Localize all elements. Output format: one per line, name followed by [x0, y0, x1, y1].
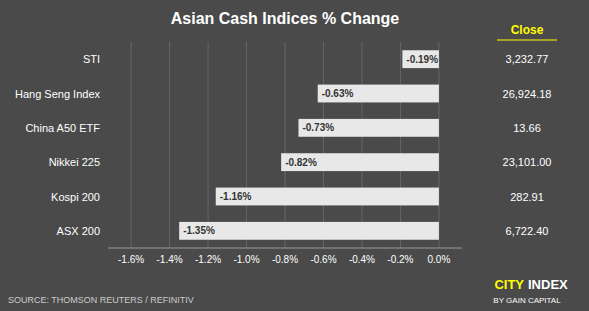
- logo-first: CITY: [494, 277, 524, 292]
- close-value: 26,924.18: [503, 88, 552, 100]
- chart: Asian Cash Indices % Change -1.6% -1.4% -1.…: [0, 0, 589, 311]
- close-underline: [497, 40, 557, 41]
- close-value: 6,722.40: [506, 225, 549, 237]
- bar: [298, 119, 438, 137]
- x-tick-label: -0.2%: [387, 254, 413, 265]
- y-tick-label: STI: [83, 53, 100, 65]
- x-tick-label: -0.8%: [272, 254, 298, 265]
- grid-line: [131, 42, 132, 248]
- data-label: -0.73%: [302, 122, 334, 133]
- x-tick-label: -1.0%: [233, 254, 259, 265]
- grid-line: [208, 42, 209, 248]
- grid-line: [246, 42, 247, 248]
- close-header: Close: [511, 23, 544, 37]
- x-tick-label: -1.2%: [195, 254, 221, 265]
- close-value: 3,232.77: [506, 53, 549, 65]
- y-tick-label: China A50 ETF: [25, 122, 100, 134]
- bar: [318, 85, 439, 103]
- close-value: 282.91: [510, 191, 544, 203]
- y-tick-label: Hang Seng Index: [15, 88, 101, 100]
- bar: [402, 50, 439, 68]
- data-label: -0.63%: [322, 88, 354, 99]
- y-tick-label: Kospi 200: [51, 191, 100, 203]
- bar: [281, 153, 439, 171]
- background: [0, 0, 589, 311]
- grid-line: [285, 42, 286, 248]
- bar: [216, 188, 439, 206]
- bar: [179, 222, 439, 240]
- y-tick-label: ASX 200: [57, 225, 100, 237]
- grid-line: [169, 42, 170, 248]
- y-tick-label: Nikkei 225: [49, 156, 100, 168]
- x-tick-label: -0.6%: [310, 254, 336, 265]
- x-axis-line: [108, 248, 462, 249]
- grid: [131, 42, 439, 248]
- grid-line: [400, 42, 401, 248]
- close-value: 23,101.00: [503, 156, 552, 168]
- x-tick-label: -0.4%: [349, 254, 375, 265]
- grid-line: [323, 42, 324, 248]
- grid-line: [361, 42, 362, 248]
- data-label: -1.35%: [183, 225, 215, 236]
- x-tick-label: 0.0%: [428, 254, 451, 265]
- bars: [179, 50, 439, 240]
- logo-subtitle: BY GAIN CAPITAL: [493, 296, 561, 305]
- data-label: -0.82%: [285, 157, 317, 168]
- close-value: 13.66: [513, 122, 541, 134]
- grid-line: [438, 42, 439, 248]
- x-tick-label: -1.4%: [157, 254, 183, 265]
- logo-second: INDEX: [528, 277, 568, 292]
- data-label: -0.19%: [406, 54, 438, 65]
- x-tick-label: -1.6%: [118, 254, 144, 265]
- title: Asian Cash Indices % Change: [171, 10, 400, 27]
- source: SOURCE: THOMSON REUTERS / REFINITIV: [8, 295, 194, 305]
- data-label: -1.16%: [220, 191, 252, 202]
